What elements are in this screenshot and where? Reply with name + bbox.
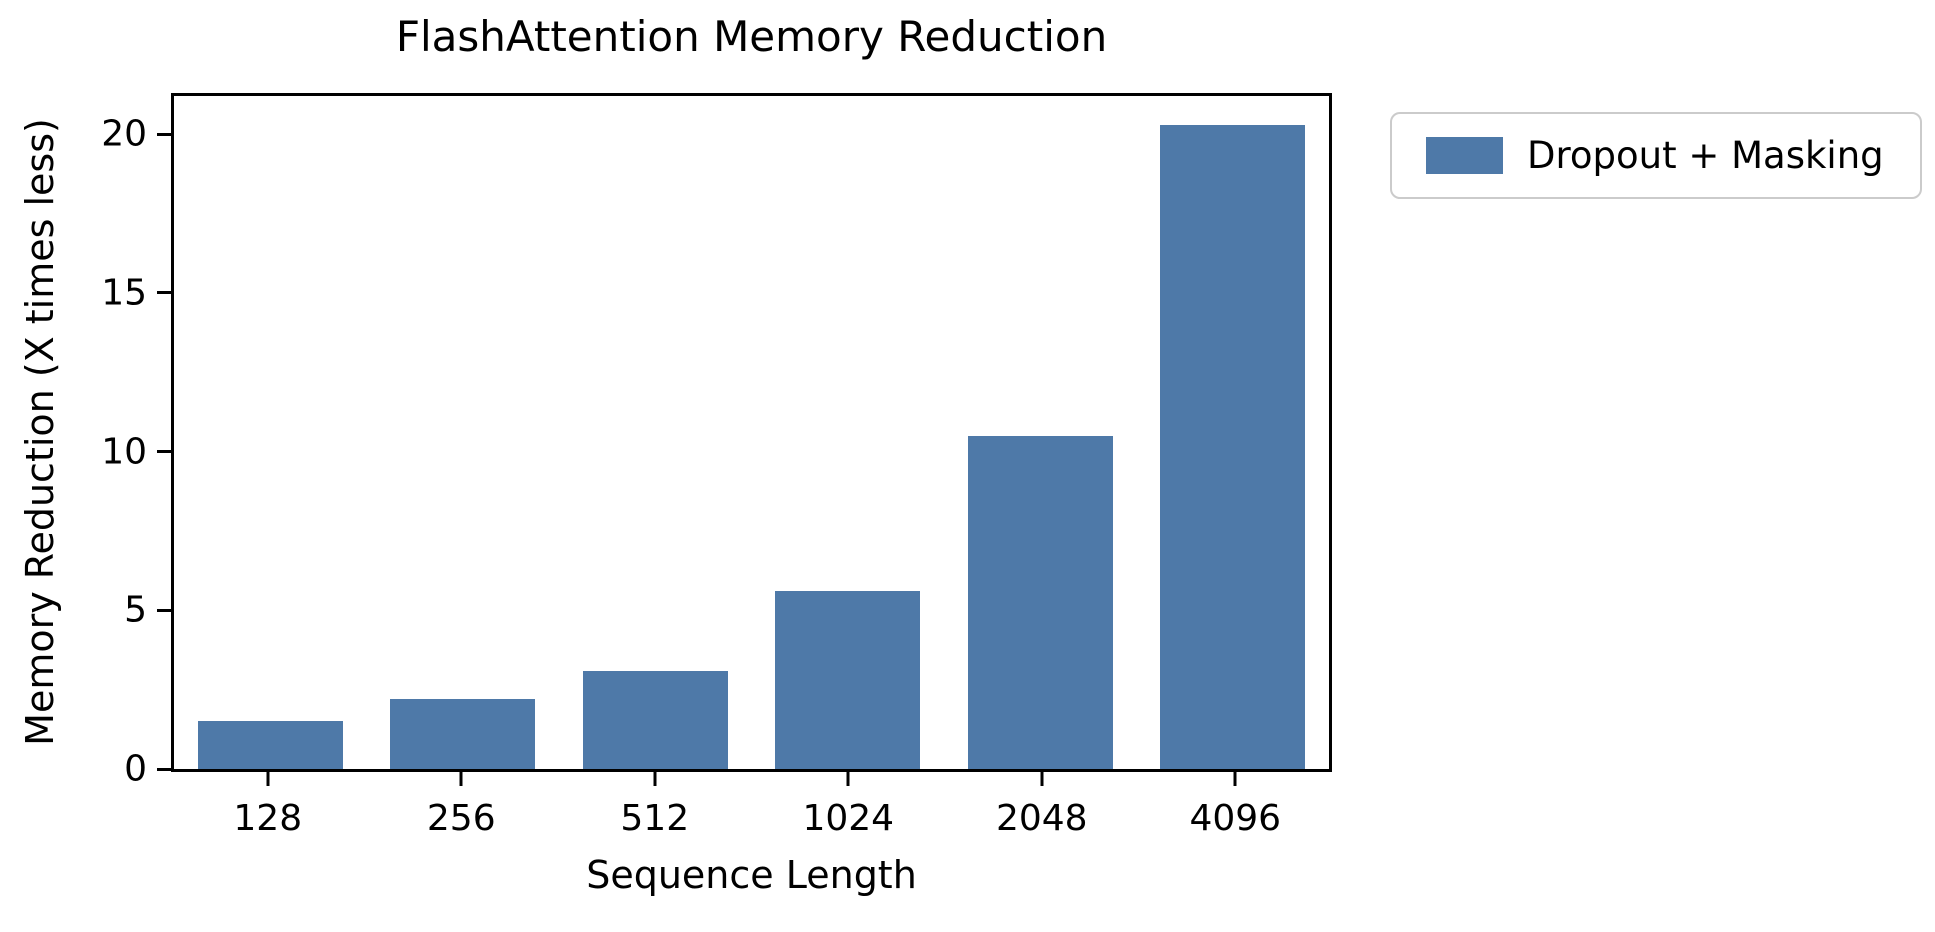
bar-4096 (1160, 124, 1306, 769)
bar-1024 (775, 591, 921, 769)
x-tick-label: 256 (426, 798, 496, 839)
x-tick-mark (1040, 772, 1044, 786)
y-tick-mark (157, 291, 171, 295)
x-tick-label: 1024 (802, 798, 895, 839)
bar-128 (197, 721, 343, 769)
x-tick-label: 128 (233, 798, 303, 839)
x-tick: 2048 (945, 772, 1139, 839)
legend-label: Dropout + Masking (1527, 134, 1884, 177)
x-tick-mark (846, 772, 850, 786)
legend: Dropout + Masking (1390, 112, 1922, 199)
y-tick-mark (157, 132, 171, 136)
x-tick: 512 (558, 772, 752, 839)
y-tick-label: 5 (124, 589, 147, 631)
bar-slot (752, 96, 945, 769)
x-tick-mark (459, 772, 463, 786)
y-tick-mark (157, 450, 171, 453)
x-tick: 256 (365, 772, 559, 839)
bar-512 (582, 670, 728, 769)
x-tick-label: 2048 (995, 798, 1088, 839)
y-tick-mark (157, 767, 171, 771)
x-tick-mark (266, 772, 270, 786)
bar-2048 (967, 435, 1113, 769)
chart-title: FlashAttention Memory Reduction (395, 12, 1108, 61)
y-tick-label: 20 (101, 113, 147, 155)
plot-area: 0 5 10 15 20 (101, 93, 1332, 790)
y-tick-mark (157, 608, 171, 612)
bar-slot (1137, 96, 1330, 769)
x-tick-label: 512 (620, 798, 690, 839)
bar-slot (944, 96, 1137, 769)
x-tick-label: 4096 (1189, 798, 1282, 839)
x-tick: 1024 (752, 772, 946, 839)
bar-slot (174, 96, 367, 769)
x-tick-mark (1233, 772, 1237, 786)
bar-256 (390, 699, 536, 769)
x-axis-label: Sequence Length (586, 853, 917, 897)
x-tick-mark (653, 772, 657, 786)
y-tick-label: 10 (101, 431, 147, 472)
legend-swatch (1426, 137, 1503, 174)
x-tick: 128 (171, 772, 365, 839)
x-tick: 4096 (1139, 772, 1333, 839)
bars-layer (174, 96, 1329, 769)
y-tick-label: 15 (101, 272, 147, 314)
bar-slot (559, 96, 752, 769)
x-ticks-layer: 128 256 512 1024 2048 4096 (171, 772, 1332, 839)
bar-slot (367, 96, 560, 769)
y-tick-label: 0 (124, 748, 147, 790)
y-axis-label: Memory Reduction (X times less) (18, 118, 62, 746)
